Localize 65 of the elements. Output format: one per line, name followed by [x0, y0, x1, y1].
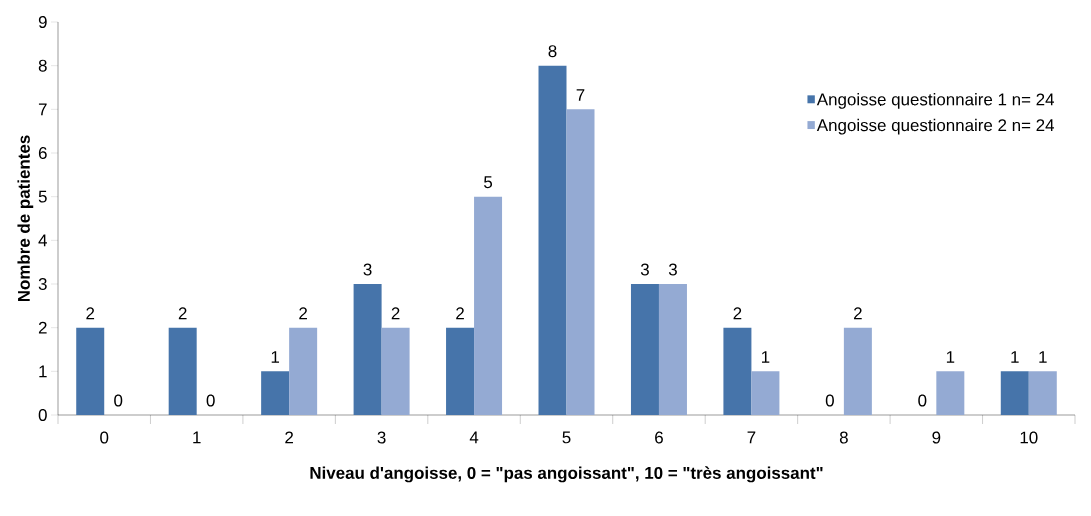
data-label: 2	[391, 307, 400, 320]
data-label: 1	[1011, 351, 1019, 363]
bar	[1000, 371, 1029, 415]
bar	[566, 109, 595, 415]
data-label: 2	[456, 307, 464, 320]
y-tick-label: 0	[38, 409, 47, 421]
bar	[261, 371, 290, 415]
data-label: 2	[733, 307, 742, 320]
data-label: 1	[762, 351, 770, 363]
bar	[751, 371, 780, 415]
data-label: 0	[825, 394, 834, 407]
bar	[843, 327, 872, 415]
x-tick-label: 10	[1020, 431, 1038, 444]
bar	[630, 284, 659, 415]
data-label: 3	[363, 263, 372, 276]
legend-label: Angoisse questionnaire 2 n= 24	[816, 118, 1055, 135]
y-tick-label: 7	[38, 103, 47, 116]
bar	[474, 196, 503, 415]
y-tick-label: 9	[38, 16, 47, 29]
x-tick-label: 5	[562, 431, 571, 444]
data-label: 1	[1039, 351, 1047, 363]
bar	[936, 371, 965, 415]
data-label: 3	[640, 263, 649, 276]
y-tick-label: 5	[38, 190, 47, 203]
bar	[723, 327, 752, 415]
x-tick-label: 8	[839, 431, 848, 444]
data-label: 2	[299, 307, 307, 320]
data-label: 7	[576, 89, 585, 101]
x-tick-label: 1	[193, 431, 201, 444]
data-label: 1	[271, 351, 280, 363]
x-tick-label: 4	[469, 431, 479, 444]
bar	[289, 327, 318, 415]
x-axis-title: Niveau d'angoisse, 0 = "pas angoissant", 10 = "très angoissant"	[310, 466, 823, 483]
x-tick-label: 3	[377, 431, 386, 444]
data-label: 2	[86, 307, 95, 320]
y-tick-label: 1	[39, 365, 47, 378]
data-label: 2	[178, 307, 187, 320]
y-tick-label: 3	[38, 278, 47, 290]
bar	[658, 284, 687, 415]
y-axis-title: Nombre de patientes	[17, 135, 34, 302]
legend-label: Angoisse questionnaire 1 n= 24	[816, 93, 1055, 109]
bar	[381, 327, 410, 415]
bar	[168, 327, 197, 415]
data-label: 0	[114, 394, 123, 407]
x-tick-label: 0	[100, 431, 109, 444]
data-label: 8	[548, 45, 557, 58]
x-tick-label: 2	[285, 431, 293, 444]
data-label: 1	[946, 351, 955, 363]
bar	[446, 327, 475, 415]
bar	[353, 284, 382, 415]
y-tick-label: 6	[38, 147, 47, 159]
data-label: 3	[668, 263, 677, 276]
bar	[538, 65, 567, 415]
data-label: 5	[484, 176, 493, 189]
y-tick-label: 8	[38, 59, 47, 72]
x-tick-label: 9	[932, 431, 941, 444]
y-tick-label: 2	[38, 321, 47, 334]
x-tick-label: 7	[747, 431, 756, 444]
y-tick-label: 4	[38, 234, 47, 247]
bar	[76, 327, 105, 415]
data-label: 0	[206, 394, 215, 407]
data-label: 0	[918, 394, 927, 407]
x-tick-label: 6	[655, 431, 663, 444]
data-label: 2	[854, 307, 862, 320]
bar	[1028, 371, 1057, 415]
